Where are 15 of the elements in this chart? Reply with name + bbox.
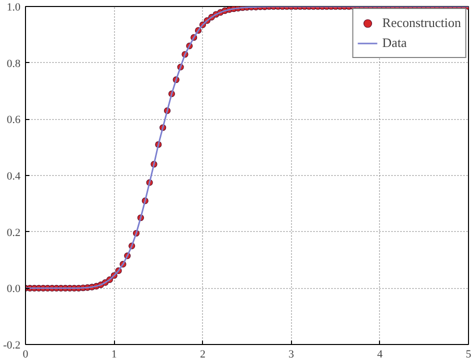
x-tick-label: 5 xyxy=(466,348,472,360)
x-tick-label: 0 xyxy=(22,348,29,360)
y-tick-label: -0.2 xyxy=(3,340,21,352)
x-tick-label: 2 xyxy=(200,348,206,360)
legend-label: Reconstruction xyxy=(382,15,461,31)
x-tick-label: 1 xyxy=(111,348,117,360)
y-tick-label: 0.6 xyxy=(6,114,21,126)
y-tick-label: 0.8 xyxy=(6,58,21,70)
y-tick-label: 1.0 xyxy=(6,2,21,14)
x-tick-label: 3 xyxy=(288,348,295,360)
y-tick-label: 0.4 xyxy=(6,170,21,182)
y-tick-label: 0.2 xyxy=(6,226,20,239)
x-tick-label: 4 xyxy=(377,348,384,360)
legend-label: Data xyxy=(382,35,407,51)
y-tick-label: 0.0 xyxy=(6,283,21,296)
